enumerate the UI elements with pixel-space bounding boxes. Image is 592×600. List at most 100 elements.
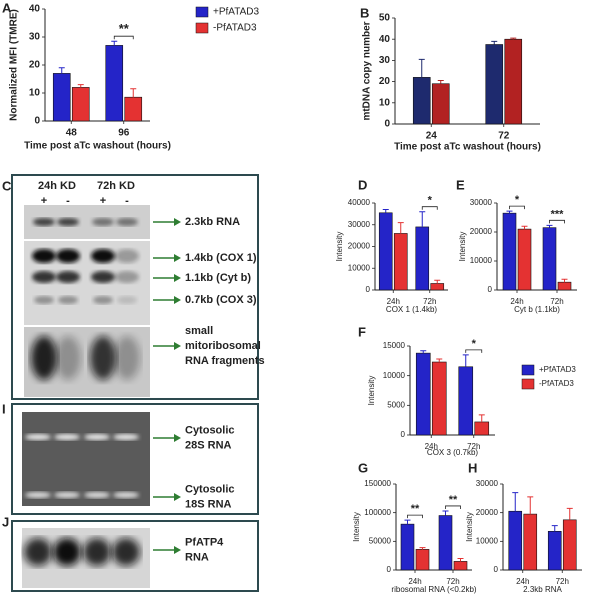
y-tick-label: 50000 xyxy=(369,536,392,545)
y-tick-label: 30000 xyxy=(470,198,493,207)
y-tick-label: 0 xyxy=(488,285,493,294)
error-bar xyxy=(420,350,427,354)
x-tick-label: 72 xyxy=(498,131,510,142)
gel-band xyxy=(53,538,81,566)
x-axis-label: 2.3kb RNA xyxy=(523,585,562,594)
significance-label: ** xyxy=(411,503,420,515)
bar-chart: F 0 5000 10000 15000 Intensity COX 3 (0.7kb)24… xyxy=(358,324,576,457)
gel-band xyxy=(84,492,110,498)
gel-band xyxy=(117,296,137,304)
arrow-head xyxy=(174,493,181,501)
bar-chart: G 0 50000 100000 150000 Intensity ribosomal RN… xyxy=(352,460,477,594)
bar xyxy=(523,513,538,571)
error-bar xyxy=(512,492,519,512)
bar xyxy=(485,44,504,125)
arrow-head xyxy=(174,342,181,350)
gel-band xyxy=(83,538,111,566)
x-tick-label: 72h xyxy=(467,442,480,451)
error-bar xyxy=(546,224,553,228)
error-bar xyxy=(397,222,404,234)
error-bar xyxy=(506,210,513,214)
y-axis-label: mtDNA copy number xyxy=(362,21,373,120)
bar xyxy=(458,366,474,436)
arrow-head xyxy=(174,296,181,304)
gel-band xyxy=(93,296,113,304)
bar xyxy=(508,510,523,571)
legend-swatch xyxy=(521,378,535,390)
y-tick-label: 0 xyxy=(34,116,40,127)
y-tick-label: 40 xyxy=(379,34,391,45)
x-tick-label: 24h xyxy=(408,577,421,586)
lane-sign: + xyxy=(100,195,106,207)
y-axis-label: Intensity xyxy=(352,512,361,542)
band-label: Cytosolic xyxy=(185,424,235,436)
gel-band xyxy=(56,249,80,263)
gel-band xyxy=(32,271,56,283)
x-axis-label: COX 1 (1.4kb) xyxy=(386,305,437,314)
y-axis-label: Intensity xyxy=(367,376,376,406)
gel-band xyxy=(32,249,56,263)
y-tick-label: 30000 xyxy=(348,220,371,229)
panel-frame xyxy=(11,174,259,400)
x-tick-label: 72h xyxy=(423,297,436,306)
legend-label: -PfATAD3 xyxy=(539,379,574,388)
gel-band xyxy=(57,218,79,226)
bar xyxy=(430,283,445,291)
error-bar xyxy=(434,279,441,284)
bar xyxy=(438,515,453,571)
gel-band xyxy=(91,271,115,283)
x-axis-label: ribosomal RNA (<0.2kb) xyxy=(391,585,476,594)
error-bar xyxy=(442,510,449,516)
error-bar xyxy=(130,88,137,98)
gel-band xyxy=(90,336,116,380)
panel-letter: J xyxy=(2,514,9,529)
band-label: small xyxy=(185,325,213,337)
bar xyxy=(504,38,523,125)
gel-band xyxy=(114,336,140,380)
significance-label: * xyxy=(428,195,433,207)
gel-band xyxy=(33,218,55,226)
error-bar xyxy=(418,58,425,78)
band-label: 18S RNA xyxy=(185,498,232,510)
bar xyxy=(124,96,143,122)
x-axis-label: Time post aTc washout (hours) xyxy=(394,142,541,153)
bar xyxy=(415,226,430,291)
x-tick-label: 24h xyxy=(510,297,523,306)
bar-chart: A 0 10 20 30 40 Normalized MFI (TMRE) Time post… xyxy=(2,0,259,151)
y-axis-label: Intensity xyxy=(465,512,474,542)
significance-bracket xyxy=(549,219,565,224)
gel-band xyxy=(31,336,57,380)
band-label: PfATP4 xyxy=(185,536,224,548)
gel-band xyxy=(25,492,51,498)
band-label: 1.1kb (Cyt b) xyxy=(185,272,251,284)
gel-band xyxy=(115,271,139,283)
bar xyxy=(562,519,577,571)
bar xyxy=(431,361,447,436)
legend-swatch xyxy=(195,6,209,18)
bar xyxy=(400,523,415,571)
arrow-head xyxy=(174,546,181,554)
y-tick-label: 20 xyxy=(29,60,41,71)
y-tick-label: 10000 xyxy=(476,536,499,545)
band-label: 1.4kb (COX 1) xyxy=(185,252,257,264)
x-tick-label: 24h xyxy=(425,442,438,451)
bar xyxy=(378,212,393,291)
bar-chart: B 0 10 20 30 40 50 mtDNA copy number Time post a… xyxy=(360,5,541,152)
x-axis-label: Time post aTc washout (hours) xyxy=(24,141,171,152)
y-tick-label: 0 xyxy=(384,119,390,130)
y-tick-label: 150000 xyxy=(364,479,391,488)
error-bar xyxy=(561,278,568,283)
band-label: 2.3kb RNA xyxy=(185,216,240,228)
panel-letter: C xyxy=(2,178,12,193)
error-bar xyxy=(437,80,444,84)
y-tick-label: 15000 xyxy=(383,341,406,350)
lane-sign: + xyxy=(41,195,47,207)
panel-letter: E xyxy=(456,177,465,192)
panel-letter: G xyxy=(358,460,368,475)
gel-band xyxy=(116,218,138,226)
y-tick-label: 100000 xyxy=(364,508,391,517)
legend-swatch xyxy=(195,22,209,34)
panel-letter: I xyxy=(2,401,6,416)
significance-label: * xyxy=(515,194,520,206)
